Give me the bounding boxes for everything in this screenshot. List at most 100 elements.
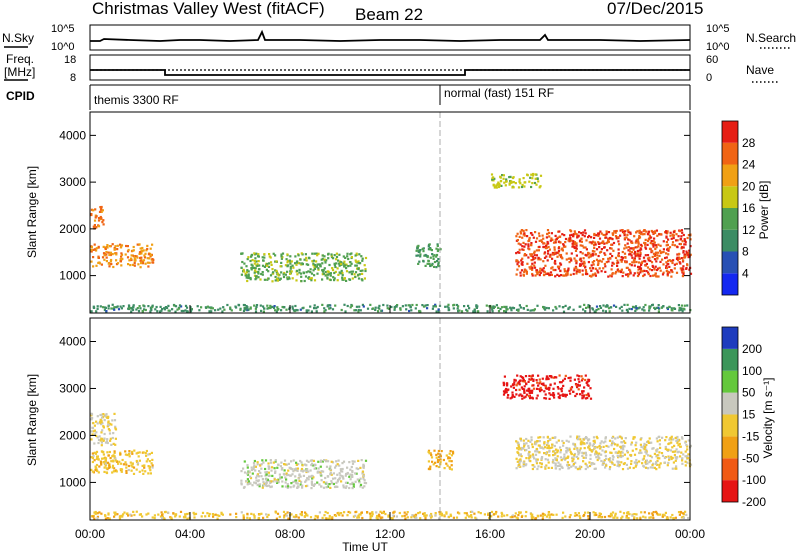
scatter-cell-region-0 [108, 450, 111, 454]
scatter-cell-region-4 [573, 230, 576, 233]
scatter-cell-region-4 [623, 232, 626, 235]
scatter-cell-region-4 [582, 264, 585, 267]
scatter-cell-region-4 [617, 462, 620, 465]
scatter-cell-region-6 [132, 510, 135, 513]
scatter-cell-region-4 [649, 259, 652, 262]
scatter-cell-region-4 [517, 442, 520, 445]
scatter-cell-region-4 [630, 443, 633, 446]
scatter-cell-region-5 [530, 391, 534, 394]
scatter-cell-region-2 [263, 253, 266, 256]
scatter-cell-region-3 [450, 460, 453, 463]
scatter-cell-region-2 [331, 461, 335, 464]
scatter-cell-region-6 [598, 512, 601, 515]
scatter-cell-region-0 [133, 264, 136, 267]
scatter-cell-region-6 [283, 514, 286, 517]
scatter-cell-region-0 [121, 458, 124, 462]
scatter-cell-region-4 [581, 252, 584, 255]
scatter-cell-region-4 [656, 251, 660, 254]
scatter-cell-region-4 [522, 447, 525, 450]
scatter-cell-region-4 [569, 236, 572, 239]
scatter-cell-region-2 [250, 255, 253, 258]
scatter-cell-region-6 [349, 511, 352, 514]
scatter-cell-region-2 [261, 273, 264, 276]
scatter-cell-region-4 [599, 259, 602, 262]
scatter-cell-region-0 [144, 262, 147, 265]
scatter-cell-region-0 [150, 451, 153, 454]
scatter-cell-region-6 [414, 513, 418, 516]
scatter-cell-region-2 [361, 472, 364, 475]
scatter-cell-region-4 [544, 458, 547, 461]
scatter-cell-region-0 [97, 246, 100, 249]
scatter-cell-region-4 [638, 249, 641, 252]
scatter-cell-region-5 [514, 182, 517, 185]
scatter-cell-region-6 [677, 304, 680, 307]
scatter-cell-region-4 [629, 269, 632, 272]
scatter-cell-region-6 [242, 303, 245, 307]
scatter-cell-region-4 [522, 465, 525, 468]
scatter-cell-region-3 [417, 250, 420, 254]
scatter-cell-region-4 [678, 230, 682, 233]
scatter-cell-region-2 [361, 272, 364, 275]
scatter-cell-region-5 [538, 378, 541, 381]
scatter-cell-region-4 [633, 258, 636, 262]
scatter-cell-region-2 [320, 479, 323, 482]
scatter-cell-region-2 [272, 252, 275, 255]
scatter-cell-region-0 [125, 463, 128, 466]
scatter-cell-region-4 [658, 451, 661, 454]
scatter-cell-region-4 [660, 452, 664, 455]
scatter-cell-region-2 [268, 479, 271, 483]
scatter-cell-region-4 [579, 438, 582, 441]
scatter-cell-region-2 [296, 486, 299, 489]
scatter-cell-region-5 [523, 380, 526, 383]
scatter-cell-region-6 [539, 514, 542, 517]
scatter-cell-region-1 [102, 413, 105, 416]
scatter-cell-region-4 [542, 260, 545, 263]
scatter-cell-region-2 [346, 472, 349, 475]
scatter-cell-region-6 [634, 309, 637, 312]
scatter-cell-region-4 [579, 251, 582, 254]
scatter-cell-region-5 [498, 184, 501, 187]
scatter-cell-region-2 [251, 259, 254, 262]
scatter-cell-region-6 [193, 516, 196, 519]
scatter-cell-region-0 [111, 471, 114, 474]
scatter-cell-region-6 [328, 517, 331, 520]
scatter-cell-region-4 [629, 247, 632, 250]
scatter-cell-region-6 [422, 305, 426, 308]
scatter-cell-region-4 [569, 238, 572, 241]
scatter-cell-region-4 [582, 452, 585, 455]
scatter-cell-region-4 [566, 463, 569, 467]
scatter-cell-region-4 [616, 269, 619, 272]
scatter-cell-region-4 [575, 262, 578, 265]
scatter-cell-region-4 [529, 440, 532, 443]
scatter-cell-region-4 [600, 250, 603, 253]
scatter-cell-region-5 [578, 375, 581, 378]
scatter-cell-region-2 [359, 477, 362, 480]
scatter-cell-region-6 [147, 512, 150, 515]
scatter-cell-region-2 [333, 485, 337, 489]
scatter-cell-region-4 [546, 259, 549, 262]
scatter-cell-region-6 [96, 307, 99, 310]
scatter-cell-region-2 [348, 475, 351, 478]
scatter-cell-region-3 [439, 248, 442, 251]
scatter-cell-region-1 [90, 213, 93, 216]
scatter-cell-region-4 [578, 451, 581, 454]
scatter-cell-region-4 [616, 444, 619, 447]
scatter-cell-region-1 [105, 440, 109, 443]
scatter-cell-region-2 [323, 459, 326, 462]
scatter-cell-region-5 [541, 377, 544, 380]
scatter-cell-region-4 [672, 237, 675, 240]
scatter-cell-region-2 [268, 253, 271, 256]
colorbar-tick-label: 8 [742, 245, 749, 259]
scatter-cell-region-4 [594, 467, 597, 470]
scatter-cell-region-4 [547, 446, 550, 449]
scatter-cell-region-4 [616, 460, 619, 463]
colorbar-swatch [722, 327, 738, 349]
scatter-cell-region-4 [582, 456, 585, 459]
scatter-cell-region-4 [598, 444, 601, 448]
scatter-cell-region-1 [107, 420, 110, 423]
scatter-cell-region-4 [611, 238, 614, 241]
scatter-cell-region-4 [670, 441, 673, 444]
scatter-cell-region-4 [542, 270, 545, 273]
scatter-cell-region-3 [431, 253, 434, 256]
scatter-cell-region-4 [524, 464, 527, 467]
